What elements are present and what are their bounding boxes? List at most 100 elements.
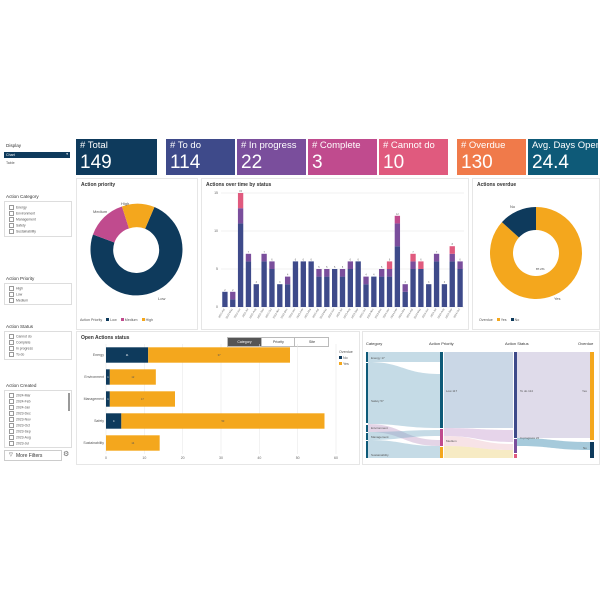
timeline-bar-segment[interactable]	[410, 253, 416, 262]
timeline-bar-segment[interactable]	[339, 276, 346, 307]
open-bar-yes[interactable]	[109, 369, 156, 385]
checkbox-energy[interactable]: Energy	[9, 205, 27, 210]
timeline-bar-segment[interactable]	[449, 253, 455, 262]
sankey-node-environment[interactable]	[366, 425, 368, 432]
open-bar-yes[interactable]	[106, 435, 160, 451]
timeline-bar-segment[interactable]	[277, 284, 283, 307]
timeline-bar-segment[interactable]	[308, 261, 314, 307]
sankey-node-sustainability[interactable]	[366, 441, 368, 458]
sankey-node-in-progress[interactable]	[514, 439, 517, 453]
sankey-flow[interactable]	[368, 440, 440, 458]
open-bar-yes[interactable]	[109, 391, 175, 407]
timeline-bar-segment[interactable]	[363, 284, 369, 307]
sankey-node-to-do[interactable]	[514, 352, 517, 438]
open-bar-no[interactable]	[106, 413, 122, 429]
timeline-bar-segment[interactable]	[339, 269, 346, 277]
timeline-bar-segment[interactable]	[426, 284, 432, 307]
sankey-node-low[interactable]	[440, 352, 443, 428]
sankey-flow[interactable]	[368, 430, 440, 440]
display-option-table[interactable]: Table	[6, 161, 15, 165]
checkbox-2023-nov[interactable]: 2023-Nov	[9, 417, 31, 422]
timeline-bar-segment[interactable]	[324, 276, 330, 307]
open-bar-no[interactable]	[106, 369, 110, 385]
timeline-bar-segment[interactable]	[269, 261, 275, 269]
checkbox-2023-aug[interactable]: 2023-Aug	[9, 435, 31, 440]
display-option-chart[interactable]: Chart ▾	[4, 152, 70, 158]
timeline-bar-segment[interactable]	[457, 269, 463, 307]
sankey-flow[interactable]	[368, 362, 440, 428]
sankey-flow[interactable]	[517, 352, 590, 438]
timeline-bar-segment[interactable]	[371, 276, 377, 307]
timeline-bar-segment[interactable]	[347, 269, 354, 307]
timeline-bar-segment[interactable]	[253, 284, 259, 307]
timeline-bar-segment[interactable]	[433, 253, 440, 262]
checkbox-in-progress[interactable]: In progress	[9, 346, 33, 351]
priority-slice-high[interactable]	[121, 203, 155, 229]
timeline-bar-segment[interactable]	[324, 269, 330, 277]
checkbox-2024-jan[interactable]: 2024-Jan	[9, 405, 30, 410]
sankey-flow[interactable]	[368, 424, 440, 446]
checkbox-2023-sep[interactable]: 2023-Sep	[9, 429, 31, 434]
more-filters-button[interactable]: ▽ More Filters	[4, 450, 62, 461]
timeline-bar-segment[interactable]	[237, 193, 244, 209]
timeline-bar-segment[interactable]	[300, 261, 306, 307]
tab-site[interactable]: Site	[294, 338, 329, 346]
checkbox-safety[interactable]: Safety	[9, 223, 26, 228]
sankey-node-cannot-do[interactable]	[514, 454, 517, 458]
timeline-bar-segment[interactable]	[347, 261, 354, 269]
checkbox-low[interactable]: Low	[9, 292, 22, 297]
timeline-bar-segment[interactable]	[379, 269, 385, 277]
open-bar-yes[interactable]	[148, 347, 290, 363]
timeline-bar-segment[interactable]	[441, 284, 448, 307]
open-bar-no[interactable]	[106, 391, 110, 407]
tab-category[interactable]: Category	[228, 338, 261, 346]
timeline-bar-segment[interactable]	[394, 246, 401, 307]
timeline-bar-segment[interactable]	[261, 253, 267, 262]
checkbox-medium[interactable]: Medium	[9, 298, 28, 303]
timeline-bar-segment[interactable]	[410, 269, 416, 307]
timeline-bar-segment[interactable]	[363, 276, 369, 285]
sankey-node-no[interactable]	[590, 442, 594, 458]
timeline-bar-segment[interactable]	[449, 261, 455, 307]
timeline-bar-segment[interactable]	[402, 284, 408, 292]
timeline-bar-segment[interactable]	[402, 291, 408, 307]
timeline-bar-segment[interactable]	[418, 261, 424, 269]
overdue-slice-yes[interactable]	[489, 207, 582, 299]
timeline-bar-segment[interactable]	[433, 261, 440, 307]
timeline-bar-segment[interactable]	[418, 269, 424, 307]
timeline-bar-segment[interactable]	[394, 223, 401, 247]
timeline-bar-segment[interactable]	[394, 215, 401, 224]
checkbox-sustainability[interactable]: Sustainability	[9, 229, 36, 234]
timeline-bar-segment[interactable]	[269, 269, 275, 307]
checkbox-management[interactable]: Management	[9, 217, 36, 222]
timeline-bar-segment[interactable]	[316, 269, 322, 277]
timeline-bar-segment[interactable]	[316, 276, 322, 307]
priority-slice-medium[interactable]	[92, 206, 129, 243]
timeline-bar-segment[interactable]	[410, 261, 416, 269]
priority-slice-low[interactable]	[90, 207, 183, 296]
settings-icon[interactable]: ⚙	[63, 451, 70, 458]
timeline-bar-segment[interactable]	[449, 246, 455, 254]
checkbox-to-do[interactable]: To do	[9, 352, 24, 357]
sankey-node-yes[interactable]	[590, 352, 594, 440]
timeline-bar-segment[interactable]	[386, 276, 393, 307]
overdue-slice-no[interactable]	[501, 207, 536, 238]
checkbox-2023-dec[interactable]: 2023-Dec	[9, 411, 31, 416]
timeline-bar-segment[interactable]	[457, 261, 463, 269]
checkbox-2024-feb[interactable]: 2024-Feb	[9, 399, 31, 404]
checkbox-complete[interactable]: Complete	[9, 340, 31, 345]
checkbox-2023-jul[interactable]: 2023-Jul	[9, 441, 29, 446]
open-bar-yes[interactable]	[121, 413, 325, 429]
sankey-node-safety[interactable]	[366, 363, 368, 423]
timeline-bar-segment[interactable]	[379, 276, 385, 307]
sankey-flow[interactable]	[444, 436, 513, 450]
sankey-flow[interactable]	[517, 438, 590, 450]
created-list-scrollbar[interactable]	[68, 393, 70, 411]
checkbox-cannot-do[interactable]: Cannot do	[9, 334, 32, 339]
timeline-bar-segment[interactable]	[245, 253, 252, 262]
sankey-node-management[interactable]	[366, 433, 368, 440]
sankey-flow[interactable]	[444, 428, 513, 442]
timeline-bar-segment[interactable]	[222, 291, 228, 307]
timeline-bar-segment[interactable]	[386, 261, 393, 269]
sankey-flow[interactable]	[444, 352, 513, 428]
